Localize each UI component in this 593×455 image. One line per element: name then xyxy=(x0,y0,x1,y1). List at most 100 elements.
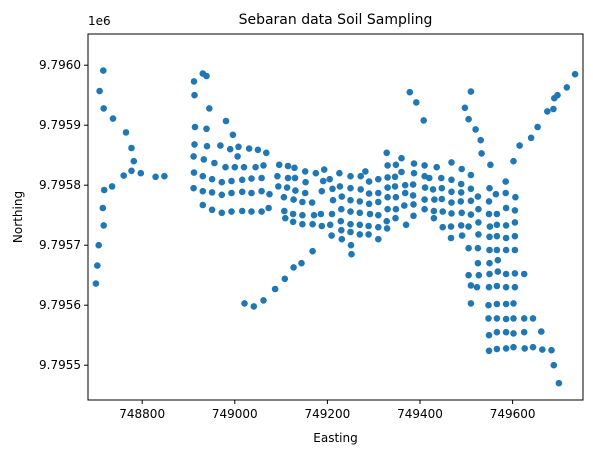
data-point xyxy=(282,214,289,222)
data-point xyxy=(152,173,159,181)
data-point xyxy=(474,193,482,200)
data-point xyxy=(362,168,369,175)
data-point xyxy=(521,345,528,352)
data-point xyxy=(312,169,320,177)
data-point xyxy=(544,108,551,115)
data-point xyxy=(289,210,297,218)
data-point xyxy=(538,328,545,335)
data-point xyxy=(485,283,493,291)
data-point xyxy=(494,256,502,264)
data-point xyxy=(308,199,316,206)
y-tick-label: 9.7955 xyxy=(39,358,81,372)
data-point xyxy=(439,223,447,231)
data-point xyxy=(357,172,365,180)
data-point xyxy=(130,157,138,165)
data-point xyxy=(465,115,472,123)
ticks-layer: 748800 749000 749200 749400 749600 9.7955 9.79… xyxy=(39,58,536,421)
data-point xyxy=(222,163,229,171)
y-tick-label: 9.7957 xyxy=(39,238,81,252)
data-point xyxy=(226,145,234,153)
data-point xyxy=(94,262,101,269)
data-point xyxy=(384,162,391,169)
data-point xyxy=(527,134,535,142)
data-point xyxy=(208,189,216,196)
data-point xyxy=(100,186,108,194)
data-point xyxy=(375,189,382,197)
data-point xyxy=(290,264,297,271)
data-point xyxy=(122,129,130,136)
data-point xyxy=(485,347,493,355)
data-point xyxy=(248,189,255,197)
data-point xyxy=(208,206,216,214)
data-point xyxy=(365,200,373,208)
data-point xyxy=(319,177,327,185)
data-point xyxy=(563,84,571,91)
data-point xyxy=(218,209,226,217)
data-point xyxy=(486,246,493,254)
data-point xyxy=(347,172,354,180)
data-point xyxy=(263,149,270,157)
data-point xyxy=(391,173,399,181)
data-point xyxy=(318,222,326,230)
data-point xyxy=(299,198,306,206)
data-point xyxy=(486,184,493,192)
data-point xyxy=(200,156,208,163)
data-point xyxy=(392,205,400,213)
data-point xyxy=(485,198,493,205)
data-point xyxy=(248,175,255,182)
data-point xyxy=(398,154,405,162)
data-point xyxy=(318,187,326,195)
data-point xyxy=(458,209,466,217)
data-point xyxy=(421,162,428,169)
data-point xyxy=(291,174,299,182)
data-point xyxy=(502,204,510,212)
data-point xyxy=(485,315,492,322)
data-point xyxy=(502,222,510,229)
data-point xyxy=(250,303,258,310)
data-point xyxy=(438,195,446,203)
data-point xyxy=(472,126,479,133)
data-point xyxy=(384,205,391,213)
data-point xyxy=(266,190,273,198)
data-point xyxy=(265,204,272,212)
data-point xyxy=(510,315,517,322)
data-point xyxy=(539,346,546,353)
y-tick-label: 9.7956 xyxy=(39,298,81,312)
data-point xyxy=(511,232,519,240)
x-tick-label: 749200 xyxy=(304,407,350,421)
data-point xyxy=(96,87,103,95)
data-point xyxy=(100,105,107,112)
data-point xyxy=(218,178,226,186)
data-point xyxy=(384,193,391,201)
data-point xyxy=(410,212,417,220)
data-point xyxy=(228,177,235,185)
data-point xyxy=(199,172,207,180)
data-point xyxy=(228,189,235,197)
data-point xyxy=(554,91,561,99)
data-point xyxy=(475,219,482,226)
data-point xyxy=(486,270,493,278)
data-point xyxy=(375,211,382,219)
data-point xyxy=(291,164,298,172)
data-point xyxy=(128,167,135,175)
data-point xyxy=(392,161,400,169)
data-point xyxy=(217,142,224,149)
data-point xyxy=(190,78,198,85)
data-point xyxy=(465,244,472,252)
data-point xyxy=(309,220,316,228)
data-point xyxy=(356,209,364,217)
data-point xyxy=(328,210,336,218)
data-point xyxy=(426,174,433,182)
data-point xyxy=(410,160,418,167)
data-point xyxy=(474,259,482,267)
x-tick-label: 749400 xyxy=(397,407,443,421)
data-point xyxy=(161,172,168,180)
data-point xyxy=(336,169,343,177)
data-point xyxy=(401,189,409,197)
data-point xyxy=(448,188,455,196)
data-point xyxy=(421,196,428,203)
data-point xyxy=(137,169,145,177)
data-point xyxy=(467,211,475,218)
data-point xyxy=(190,153,197,160)
